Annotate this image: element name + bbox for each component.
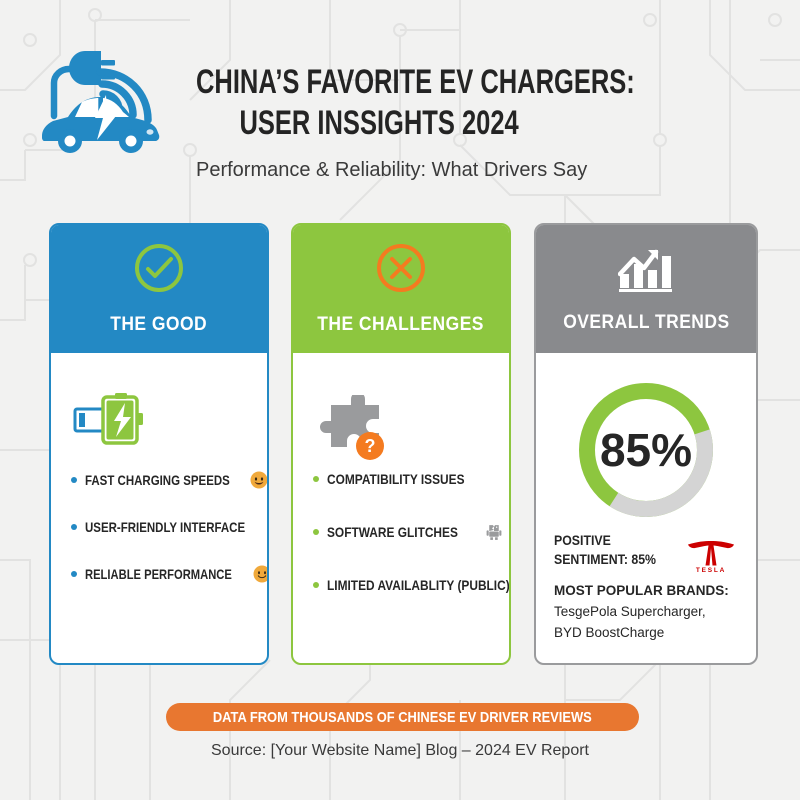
svg-text:TESLA: TESLA: [696, 567, 726, 573]
svg-text:?: ?: [365, 436, 376, 456]
